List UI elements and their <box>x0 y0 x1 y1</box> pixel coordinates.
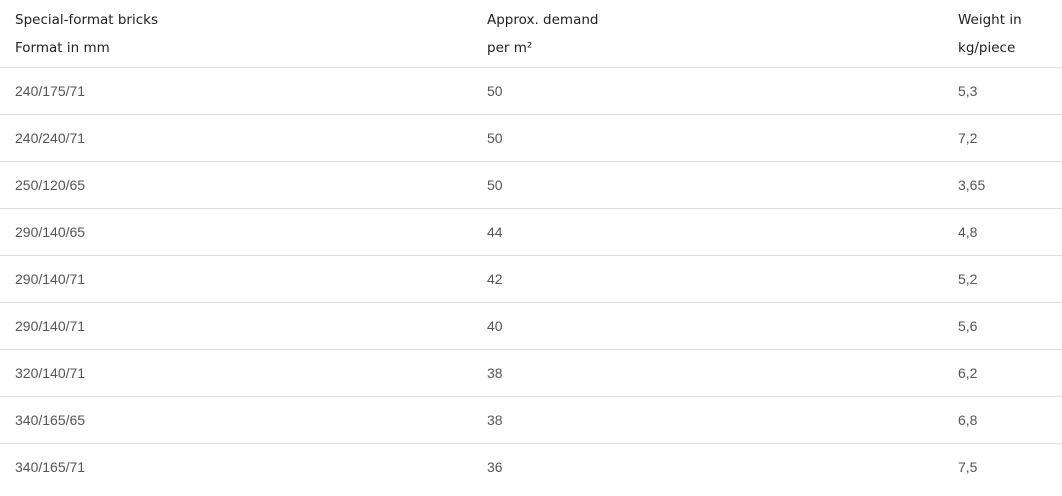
cell-format: 290/140/71 <box>0 302 472 350</box>
table-row: 340/165/65 38 6,8 <box>0 396 1062 444</box>
header-text: Format in mm <box>15 40 110 56</box>
cell-weight: 7,5 <box>958 459 978 475</box>
table-row: 240/240/71 50 7,2 <box>0 114 1062 162</box>
cell-format: 340/165/65 <box>0 396 472 444</box>
cell-demand: 38 <box>472 349 943 397</box>
cell-format: 240/240/71 <box>0 114 472 162</box>
cell-weight: 5,3 <box>943 67 1062 115</box>
cell-weight: 5,2 <box>943 255 1062 303</box>
header-text: Special-format bricks <box>15 12 158 28</box>
cell-format: 290/140/71 <box>0 255 472 303</box>
cell-demand: 42 <box>472 255 943 303</box>
table-row: 250/120/65 50 3,65 <box>0 161 1062 209</box>
cell-weight: 5,6 <box>943 302 1062 350</box>
table-body: 240/175/71 50 5,3 240/240/71 50 7,2 250/120/65… <box>0 67 1062 491</box>
cell-demand: 38 <box>472 396 943 444</box>
cell-weight: 3,65 <box>943 161 1062 209</box>
cell-demand: 50 <box>472 161 943 209</box>
table-row: 290/140/65 44 4,8 <box>0 208 1062 256</box>
cell-demand: 50 <box>472 114 943 162</box>
table-row: 240/175/71 50 5,3 <box>0 67 1062 115</box>
header-text: per m² <box>487 40 533 56</box>
table-row: 340/165/71 36 7,5 <box>0 444 1062 491</box>
cell-format: 240/175/71 <box>0 67 472 115</box>
header-text: kg/piece <box>958 40 1016 56</box>
column-header-weight: Weight in kg/piece <box>943 0 1062 68</box>
cell-format: 340/165/71 <box>15 459 86 475</box>
cell-weight: 7,2 <box>943 114 1062 162</box>
cell-demand: 40 <box>472 302 943 350</box>
cell-demand: 36 <box>487 459 503 475</box>
header-text: Approx. demand <box>487 12 599 28</box>
column-header-format: Special-format bricks Format in mm <box>0 0 472 68</box>
cell-format: 250/120/65 <box>0 161 472 209</box>
table-row: 320/140/71 38 6,2 <box>0 349 1062 397</box>
cell-format: 320/140/71 <box>0 349 472 397</box>
table-row: 290/140/71 42 5,2 <box>0 255 1062 303</box>
column-header-demand: Approx. demand per m² <box>472 0 943 68</box>
cell-demand: 50 <box>472 67 943 115</box>
cell-format: 290/140/65 <box>0 208 472 256</box>
cell-weight: 6,8 <box>943 396 1062 444</box>
cell-demand: 44 <box>472 208 943 256</box>
cell-weight: 4,8 <box>943 208 1062 256</box>
cell-weight: 6,2 <box>943 349 1062 397</box>
table-row: 290/140/71 40 5,6 <box>0 302 1062 350</box>
header-text: Weight in <box>958 12 1022 28</box>
header-row: Special-format bricks Format in mm Approx.… <box>0 0 1062 68</box>
